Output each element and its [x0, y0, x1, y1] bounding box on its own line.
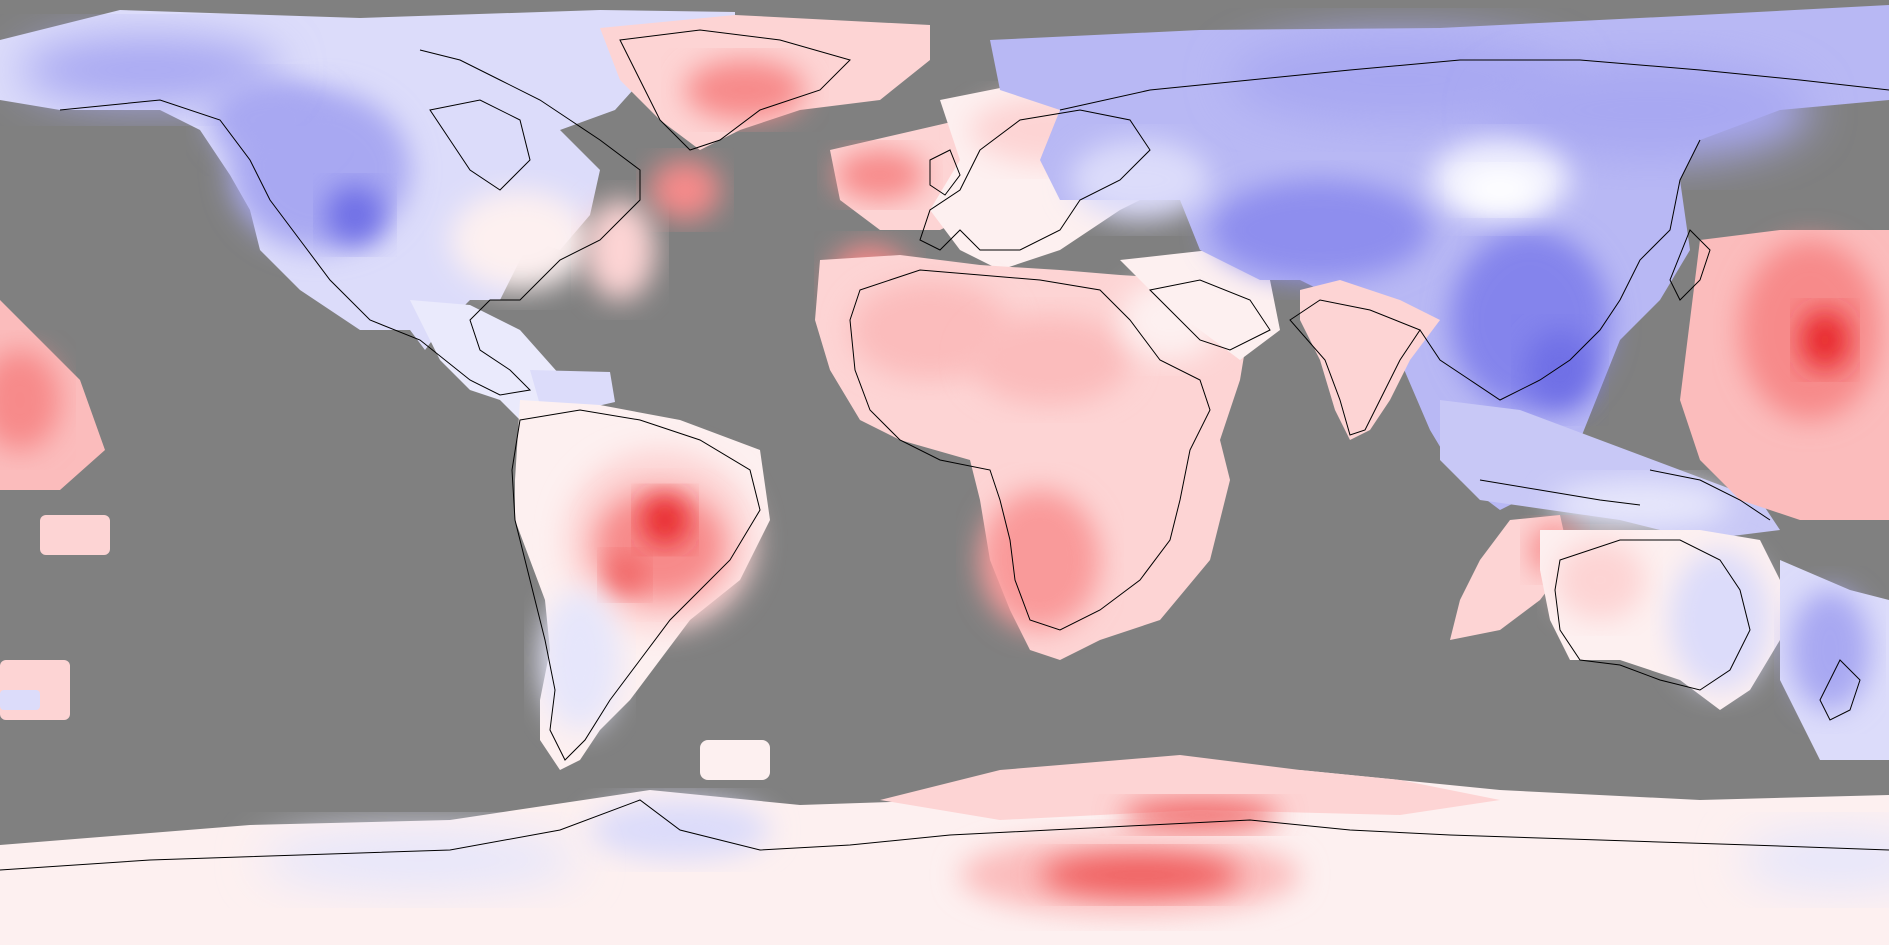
antarctic-ocean-warm [880, 755, 1500, 820]
na-cool-west [210, 80, 330, 160]
south-atlantic-patch [700, 740, 770, 780]
australia-region [1450, 515, 1889, 760]
africa-sahel-warm [970, 315, 1130, 405]
russia-west-neutral [1070, 140, 1210, 220]
caribbean-fill [530, 370, 615, 410]
australia-west-warm [1555, 540, 1645, 620]
mongolia-light [1460, 170, 1540, 210]
coastlines [0, 29, 1889, 871]
pacific-patch-3 [0, 690, 40, 710]
south-america-region [515, 400, 770, 770]
north-america-region [0, 10, 735, 350]
siberia-cool [1490, 60, 1810, 160]
india-region [1300, 280, 1440, 440]
coast-indonesia [1479, 469, 1771, 521]
coast-uk [929, 149, 961, 196]
coast-new-zealand [1819, 659, 1861, 721]
coast-africa [849, 269, 1211, 631]
antarctic-coast-warm [1120, 800, 1280, 830]
west-antarctic-cool [260, 830, 580, 890]
coast-india [1289, 299, 1421, 436]
coast-asia [1059, 59, 1889, 401]
antarctica-fill [0, 770, 1889, 945]
coast-north-america [59, 49, 641, 396]
coast-australia [1554, 539, 1751, 691]
coast-hudson [429, 99, 531, 191]
africa-south-warm [980, 490, 1100, 630]
tasman-cool [1790, 590, 1870, 710]
coast-greenland [619, 29, 851, 151]
central-asia-cool [1210, 180, 1430, 280]
na-east-neutral [450, 190, 590, 290]
na-cool-spot [325, 185, 385, 245]
na-east-warm [650, 160, 720, 220]
north-atlantic-warm-core [835, 150, 925, 200]
australia-east-cool [1670, 550, 1770, 690]
west-pacific-warm-region [1680, 230, 1889, 520]
antarctic-warm-core [1040, 853, 1240, 897]
greenland-warm [685, 60, 805, 120]
na-east-warm-light [585, 200, 655, 300]
arabia-fill [1120, 250, 1280, 360]
africa-north-warm [850, 280, 1010, 380]
central-america-region [410, 300, 615, 420]
sa-warm-core-2 [605, 555, 645, 595]
coast-japan [1669, 229, 1711, 301]
east-antarctic-cool [1740, 830, 1889, 890]
sa-warm-core [641, 494, 689, 546]
sa-south-cool [540, 590, 620, 730]
coast-south-america [511, 409, 761, 761]
india-fill [1300, 280, 1440, 440]
africa-region [815, 255, 1250, 660]
asia-region [990, 5, 1889, 510]
china-cool-core [1525, 330, 1595, 410]
antarctica-region [0, 755, 1889, 945]
coast-europe [919, 109, 1151, 251]
pacific-patch-1 [40, 515, 110, 555]
east-pacific-warm-core [0, 350, 60, 450]
coast-antarctica [0, 799, 1889, 871]
west-pacific-warm-core [1800, 310, 1850, 370]
coast-arabia [1148, 279, 1271, 351]
na-cool-arctic [20, 35, 280, 105]
east-pacific-warm-region [0, 300, 105, 490]
asia-cool-north [1230, 35, 1570, 125]
